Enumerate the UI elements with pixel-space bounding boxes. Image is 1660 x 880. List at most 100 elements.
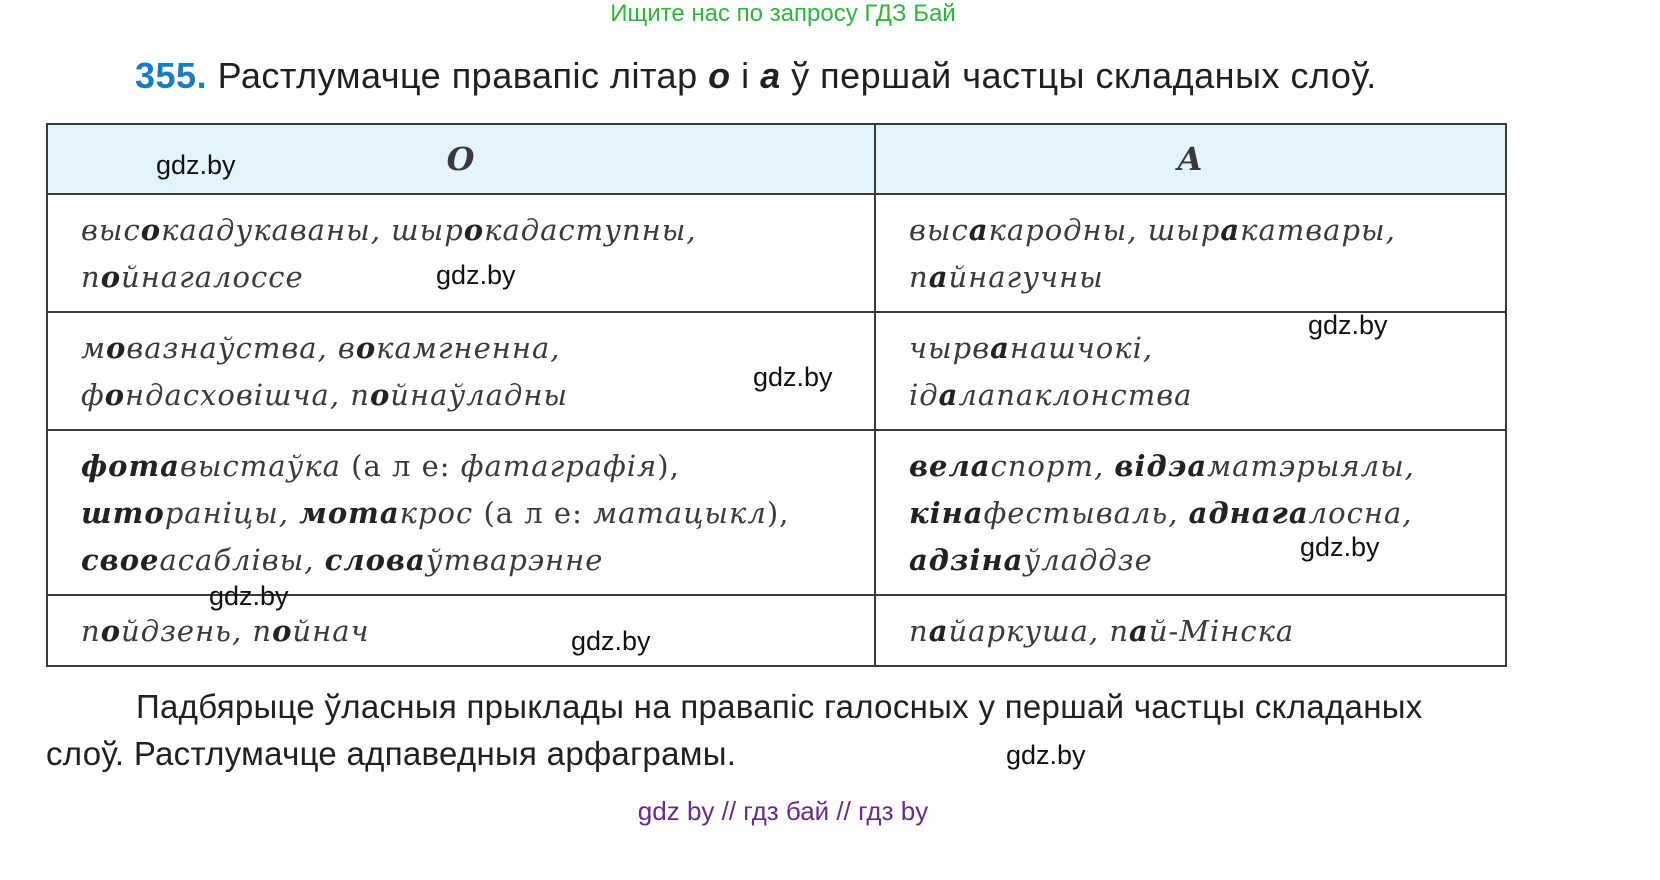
cell-line: ідалапаклонства xyxy=(909,372,1472,419)
highlighted-letters: о xyxy=(140,213,162,247)
highlighted-letters: слова xyxy=(324,543,426,577)
cell-a: чырванашчокі, ідалапаклонства xyxy=(874,311,1507,431)
word-text: выс xyxy=(81,213,141,247)
watermark: gdz.by xyxy=(571,626,651,656)
highlighted-letters: о xyxy=(100,260,122,294)
word-text: ), xyxy=(657,449,680,483)
word-text: фестываль, xyxy=(983,496,1189,530)
word-text: каадукаваны, шыр xyxy=(161,213,464,247)
word-text: йнагучны xyxy=(948,260,1104,294)
highlighted-letters: а xyxy=(938,378,959,412)
word-text: выстаўка xyxy=(179,449,341,483)
word-text: катвары, xyxy=(1240,213,1396,247)
cell-line: чырванашчокі, xyxy=(909,325,1472,372)
table-row: фотавыстаўка (а л е: фатаграфія), шторані… xyxy=(46,429,1507,596)
highlighted-letters: о xyxy=(355,331,377,365)
highlighted-letters: а xyxy=(968,213,989,247)
word-text: (а л е: xyxy=(473,496,594,530)
cell-o: фотавыстаўка (а л е: фатаграфія), шторані… xyxy=(46,429,876,596)
follow-up-task: Падбярыце ўласныя прыклады на правапіс г… xyxy=(46,688,1423,772)
word-text: п xyxy=(909,260,929,294)
word-text: лапаклонства xyxy=(958,378,1193,412)
word-text: п xyxy=(909,614,929,648)
table-row: пойдзень, пойнач пайаркуша, пай-Мінска xyxy=(46,594,1507,667)
word-text: м xyxy=(81,331,107,365)
cell-line: пойнагалоссе xyxy=(81,254,841,301)
word-text: йдзень, п xyxy=(121,614,273,648)
word-text: йнагалоссе xyxy=(121,260,304,294)
header-a: А xyxy=(874,123,1507,195)
word-text: йнач xyxy=(292,614,370,648)
highlighted-letters: о xyxy=(272,614,293,648)
highlighted-letters: свое xyxy=(81,543,160,577)
highlighted-letters: о xyxy=(100,614,122,648)
letter-a: а xyxy=(760,55,781,96)
cell-line: фондасховішча, пойнаўладны xyxy=(81,372,841,419)
word-text: лосна, xyxy=(1308,496,1413,530)
word-text: матэрыялы, xyxy=(1207,449,1415,483)
watermark: gdz.by xyxy=(436,260,516,290)
cell-line: пойдзень, пойнач xyxy=(81,608,841,655)
watermark: gdz.by xyxy=(1300,532,1380,562)
cell-line: пайнагучны xyxy=(909,254,1472,301)
word-text: ), xyxy=(766,496,790,530)
cell-o: высокаадукаваны, шырокадаступны, пойнагал… xyxy=(46,193,876,313)
highlighted-letters: мота xyxy=(299,496,400,530)
task-text: ў першай частцы складаных слоў. xyxy=(780,55,1377,96)
table-row: высокаадукаваны, шырокадаступны, пойнагал… xyxy=(46,193,1507,313)
footer-links: gdz by // гдз бай // гдз by xyxy=(637,796,929,826)
word-text: ф xyxy=(81,378,105,412)
word-text: спорт, xyxy=(990,449,1115,483)
letter-o: о xyxy=(708,55,731,96)
cell-a: пайаркуша, пай-Мінска xyxy=(874,594,1507,667)
task-text: Растлумачце правапіс літар xyxy=(207,55,709,96)
word-text: кадаступны, xyxy=(484,213,697,247)
highlighted-letters: о xyxy=(369,378,391,412)
highlighted-letters: а xyxy=(928,614,949,648)
cell-line: фотавыстаўка (а л е: фатаграфія), xyxy=(81,443,841,490)
highlighted-letters: што xyxy=(81,496,165,530)
cell-line: пайаркуша, пай-Мінска xyxy=(909,608,1472,655)
word-text: нашчокі, xyxy=(1009,331,1154,365)
word-text: выс xyxy=(909,213,969,247)
highlighted-letters: кіна xyxy=(909,496,984,530)
task-text: і xyxy=(730,55,761,96)
cell-line: своеасаблівы, словаўтварэнне xyxy=(81,537,841,584)
highlighted-letters: адзіна xyxy=(909,543,1024,577)
cell-line: мовазнаўства, вокамгненна, xyxy=(81,325,841,372)
highlighted-letters: аднага xyxy=(1188,496,1309,530)
task-heading: 355. Растлумачце правапіс літар о і а ў … xyxy=(135,55,1377,97)
watermark: gdz.by xyxy=(753,362,833,392)
highlighted-letters: фота xyxy=(81,449,180,483)
cell-line: кінафестываль, аднагалосна, xyxy=(909,490,1472,537)
cell-o: мовазнаўства, вокамгненна, фондасховішча,… xyxy=(46,311,876,431)
word-text: камгненна, xyxy=(376,331,561,365)
highlighted-letters: вела xyxy=(909,449,991,483)
cell-line: штораніцы, мотакрос (а л е: матацыкл), xyxy=(81,490,841,537)
table-row: мовазнаўства, вокамгненна, фондасховішча,… xyxy=(46,311,1507,431)
highlighted-letters: відэа xyxy=(1114,449,1208,483)
watermark: gdz.by xyxy=(1308,310,1388,340)
word-text: йаркуша, п xyxy=(948,614,1130,648)
cell-line: адзінаўладдзе xyxy=(909,537,1472,584)
word-text: асаблівы, xyxy=(159,543,325,577)
highlighted-letters: а xyxy=(1220,213,1241,247)
word-text: чырв xyxy=(909,331,991,365)
highlighted-letters: о xyxy=(104,378,126,412)
highlighted-letters: о xyxy=(463,213,485,247)
cell-line: веласпорт, відэаматэрыялы, xyxy=(909,443,1472,490)
word-text: ід xyxy=(909,378,939,412)
task-number: 355. xyxy=(135,55,208,96)
word-text: вазнаўства, в xyxy=(126,331,356,365)
header-o: О xyxy=(46,123,876,195)
word-text: ндасховішча, п xyxy=(125,378,370,412)
word-text: п xyxy=(81,260,101,294)
cell-line: высокаадукаваны, шырокадаступны, xyxy=(81,207,841,254)
word-text: раніцы, xyxy=(164,496,300,530)
watermark: gdz.by xyxy=(209,581,289,611)
highlighted-letters: а xyxy=(928,260,949,294)
highlighted-letters: а xyxy=(990,331,1010,365)
highlighted-letters: а xyxy=(1129,614,1149,648)
highlighted-letters: о xyxy=(106,331,127,365)
